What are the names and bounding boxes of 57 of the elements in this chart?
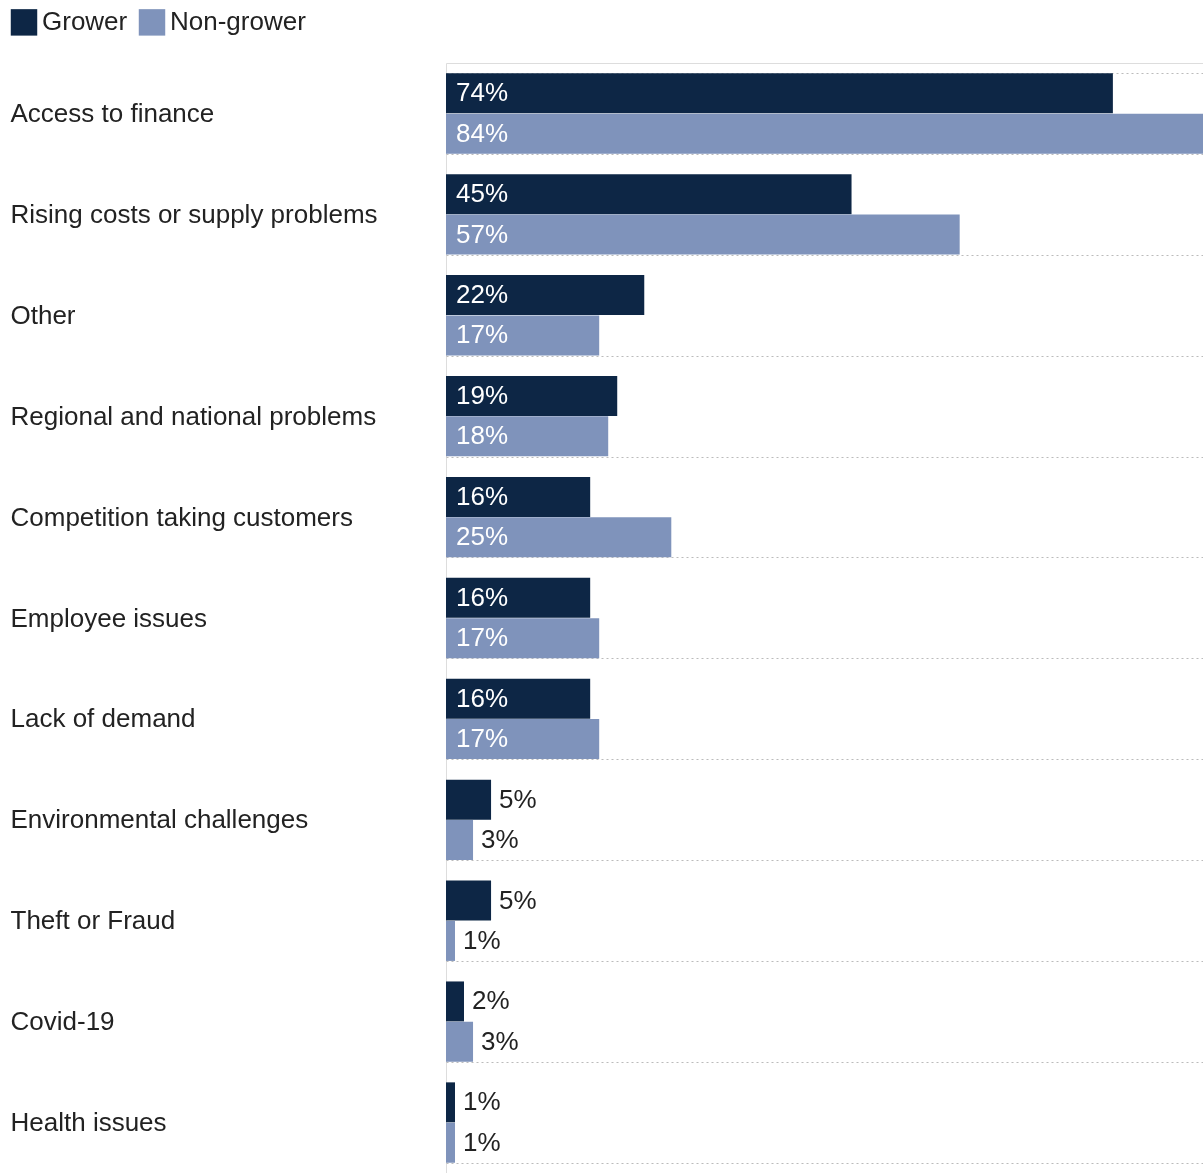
data-label: 84% (456, 117, 509, 148)
bar (446, 476, 591, 517)
data-label: 5% (499, 884, 537, 915)
data-label: 57% (456, 218, 509, 249)
y-tick-label: Competition taking customers (10, 501, 353, 532)
data-label: 3% (481, 1025, 519, 1056)
bar (446, 577, 591, 618)
bar (446, 1021, 474, 1062)
bar (446, 678, 591, 719)
y-tick-label: Lack of demand (10, 703, 196, 734)
data-label: 18% (456, 420, 509, 451)
y-tick-label: Theft or Fraud (10, 905, 176, 936)
data-label: 45% (456, 178, 509, 209)
bar (446, 920, 456, 961)
data-label: 3% (481, 824, 519, 854)
data-label: 17% (456, 319, 509, 350)
data-label: 1% (463, 924, 501, 955)
y-tick-label: Covid-19 (10, 1006, 115, 1037)
data-label: 1% (463, 1086, 501, 1117)
data-label: 16% (456, 682, 509, 713)
bar (446, 1082, 456, 1123)
data-label: 16% (456, 480, 509, 511)
data-label: 2% (472, 985, 510, 1016)
y-tick-label: Access to finance (10, 97, 215, 128)
bar (446, 981, 465, 1022)
legend-label: Non-grower (170, 6, 307, 37)
bar (446, 719, 600, 760)
y-tick-label: Rising costs or supply problems (10, 198, 378, 229)
bar (446, 618, 600, 659)
bar (446, 315, 600, 356)
data-label: 25% (456, 521, 509, 552)
bar (446, 880, 492, 921)
legend-label: Grower (42, 6, 128, 37)
y-tick-label: Environmental challenges (10, 804, 309, 835)
y-tick-label: Health issues (10, 1107, 167, 1138)
data-label: 16% (456, 581, 509, 612)
bar (446, 73, 1113, 114)
bar (446, 517, 672, 558)
y-tick-label: Employee issues (10, 602, 208, 633)
bar (446, 113, 1203, 154)
data-label: 22% (456, 279, 509, 310)
data-label: 5% (499, 783, 537, 814)
bar (446, 820, 474, 860)
bar (446, 1122, 456, 1163)
data-label: 19% (456, 380, 509, 410)
data-label: 74% (456, 77, 509, 108)
data-label: 17% (456, 622, 509, 653)
bar (446, 275, 645, 316)
data-label: 17% (456, 723, 509, 754)
bar (446, 416, 609, 457)
bar (446, 376, 618, 416)
y-tick-label: Regional and national problems (10, 400, 377, 431)
bar (446, 214, 960, 255)
bar (446, 779, 492, 820)
y-tick-label: Other (10, 299, 76, 330)
data-label: 1% (463, 1126, 501, 1157)
bar (446, 174, 852, 215)
